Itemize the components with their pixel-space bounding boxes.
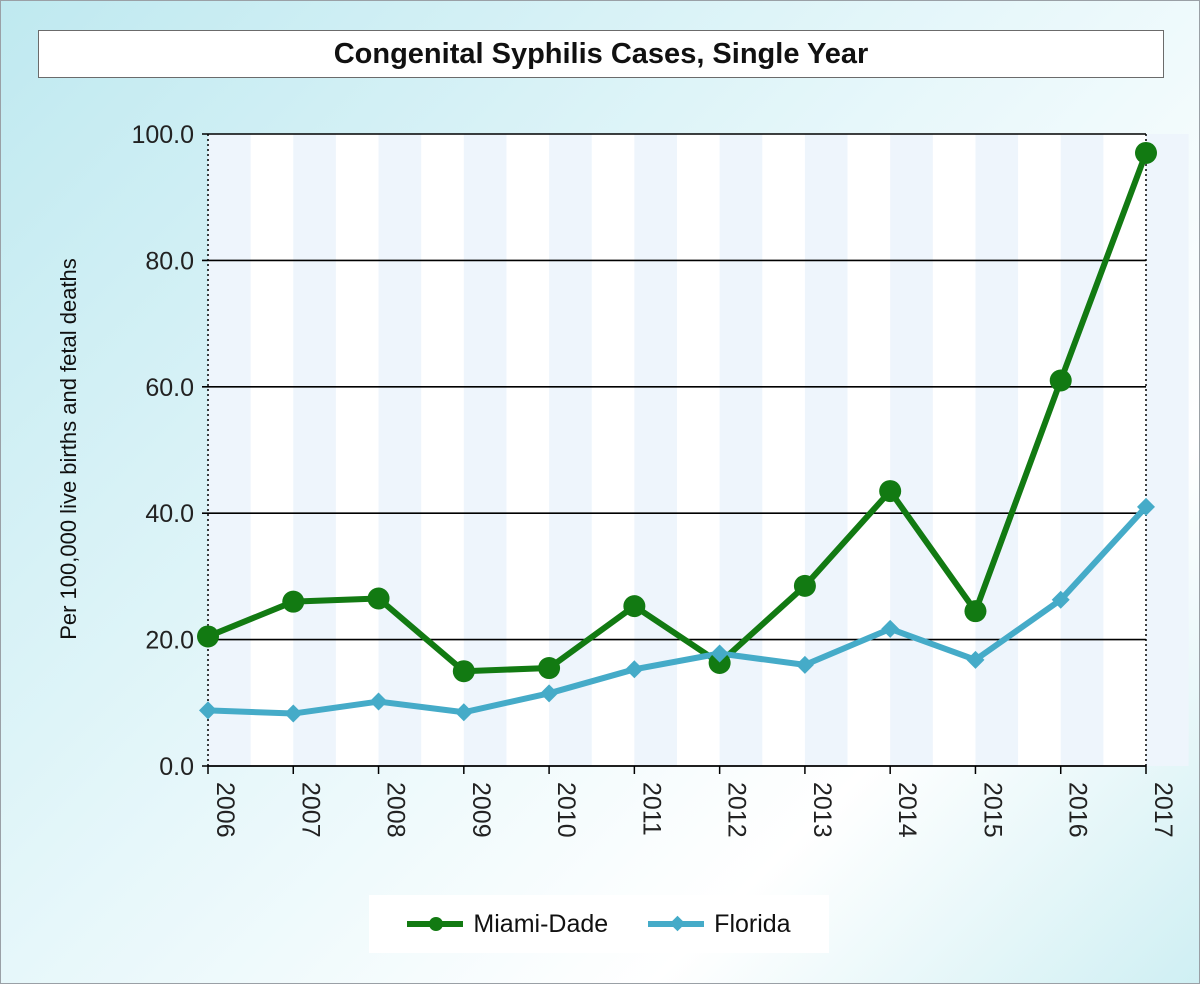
series-line-miami-dade	[206, 151, 1149, 675]
legend-item-miami-dade: Miami-Dade	[407, 910, 608, 939]
x-tick-label: 2009	[467, 782, 495, 838]
data-point	[284, 704, 303, 723]
data-point	[966, 650, 985, 669]
y-tick-label: 60.0	[145, 374, 194, 402]
plot-band	[293, 134, 336, 766]
x-tick-label: 2006	[211, 782, 239, 838]
data-point	[199, 701, 217, 720]
plot-band	[378, 134, 422, 766]
y-tick-label: 40.0	[145, 500, 194, 528]
y-tick-label: 0.0	[159, 753, 194, 781]
x-tick-label: 2016	[1064, 782, 1092, 838]
legend-label: Florida	[714, 909, 791, 938]
plot-band	[804, 134, 848, 766]
data-point	[454, 703, 473, 722]
x-tick-label: 2012	[723, 782, 751, 838]
data-point	[881, 619, 900, 638]
data-point	[369, 692, 388, 711]
data-point	[795, 655, 814, 674]
y-tick-label: 20.0	[145, 627, 194, 655]
data-point	[964, 600, 987, 623]
x-tick-label: 2008	[382, 782, 410, 838]
plot-band	[975, 134, 1019, 766]
x-tick-label: 2014	[893, 782, 921, 838]
series-line-florida	[207, 504, 1149, 717]
data-point	[1135, 141, 1157, 164]
legend-label: Miami-Dade	[473, 909, 609, 938]
plot-band	[208, 134, 251, 766]
x-tick-label: 2007	[296, 782, 324, 838]
chart-title: Congenital Syphilis Cases, Single Year	[38, 30, 1164, 78]
data-point	[710, 644, 729, 663]
legend-swatch-florida	[648, 915, 705, 932]
x-tick-label: 2017	[1149, 782, 1177, 838]
data-point	[1049, 369, 1072, 392]
data-point	[452, 660, 475, 683]
plot-band	[1146, 134, 1189, 766]
legend-swatch-miami-dade	[407, 917, 464, 931]
x-tick-label: 2015	[978, 782, 1006, 838]
data-point	[367, 587, 390, 610]
data-point	[623, 595, 646, 618]
data-point	[793, 574, 816, 597]
y-axis-label: Per 100,000 live births and fetal deaths	[56, 258, 81, 640]
data-point	[625, 660, 644, 679]
data-point	[197, 625, 219, 648]
plot-band	[463, 134, 507, 766]
plot-band	[1060, 134, 1104, 766]
x-tick-label: 2010	[552, 782, 580, 838]
data-point	[538, 657, 561, 680]
data-point	[540, 684, 559, 703]
data-point	[1051, 590, 1070, 609]
y-tick-label: 80.0	[145, 247, 194, 275]
legend-item-florida: Florida	[648, 909, 791, 939]
plot-band	[890, 134, 933, 766]
data-point	[1137, 497, 1155, 516]
legend: Miami-Dade Florida	[369, 895, 829, 953]
data-point	[282, 590, 305, 613]
x-tick-label: 2013	[808, 782, 836, 838]
data-point	[708, 651, 731, 674]
data-point	[879, 480, 902, 503]
y-tick-label: 100.0	[131, 121, 194, 149]
x-tick-label: 2011	[637, 782, 665, 836]
